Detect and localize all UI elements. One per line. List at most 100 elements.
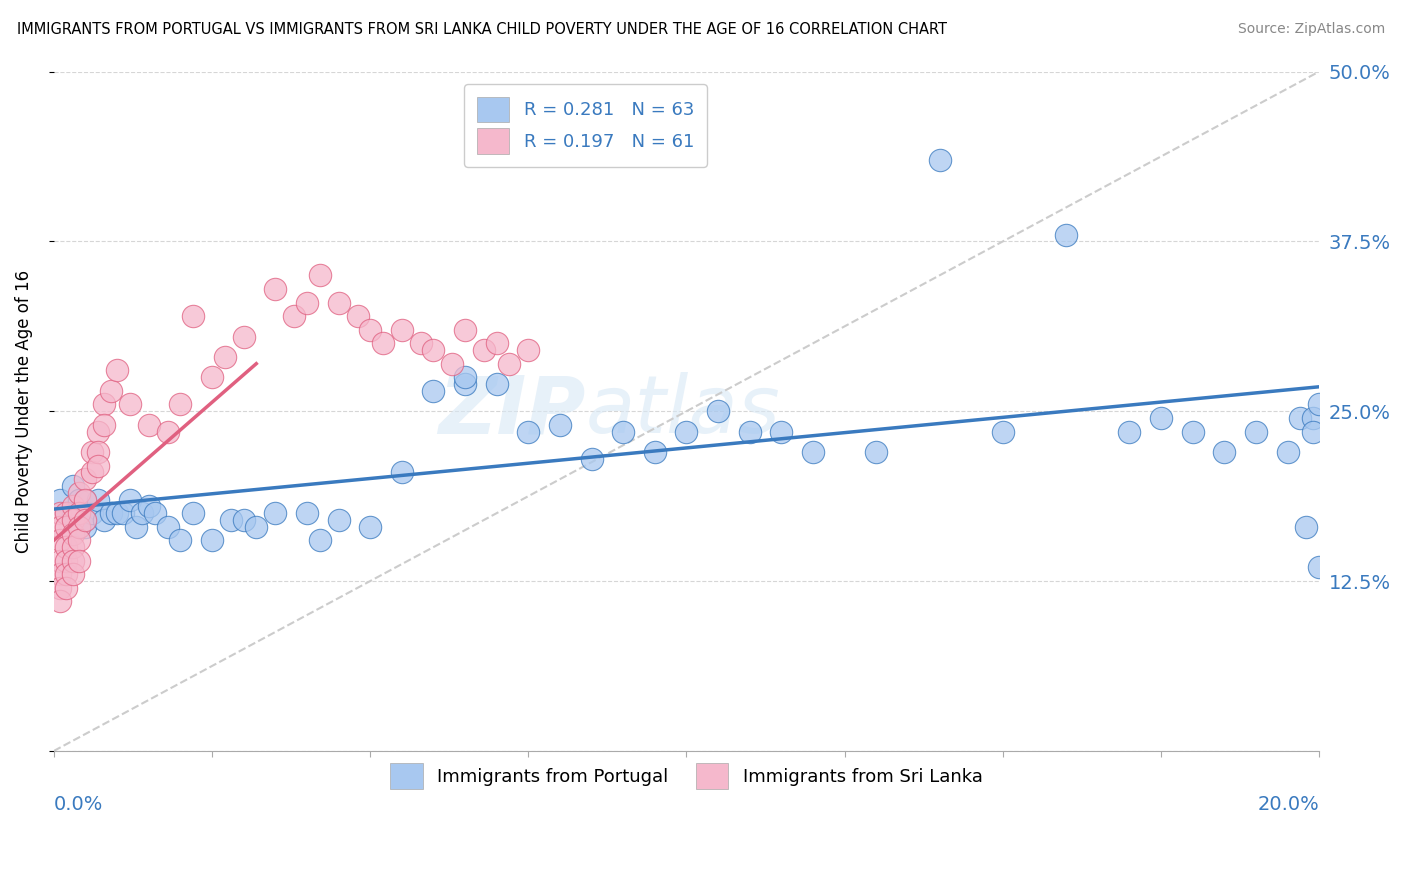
Point: [485, 377, 508, 392]
Point: [245, 520, 267, 534]
Point: [93, 417, 115, 432]
Point: [359, 520, 381, 534]
Point: [1150, 411, 1173, 425]
Point: [49, 520, 72, 534]
Text: Source: ZipAtlas.com: Source: ZipAtlas.com: [1237, 22, 1385, 37]
Point: [100, 384, 122, 398]
Point: [371, 336, 394, 351]
Point: [75, 520, 97, 534]
Point: [219, 513, 242, 527]
Point: [232, 513, 254, 527]
Point: [1181, 425, 1204, 439]
Point: [49, 594, 72, 608]
Text: 20.0%: 20.0%: [1257, 795, 1319, 814]
Point: [62, 567, 84, 582]
Point: [93, 397, 115, 411]
Point: [391, 466, 413, 480]
Point: [1302, 425, 1324, 439]
Point: [143, 506, 166, 520]
Point: [67, 506, 90, 520]
Point: [328, 513, 350, 527]
Point: [49, 506, 72, 520]
Point: [328, 295, 350, 310]
Point: [517, 425, 540, 439]
Point: [55, 506, 77, 520]
Point: [67, 492, 90, 507]
Point: [75, 472, 97, 486]
Point: [156, 425, 179, 439]
Point: [308, 533, 330, 548]
Point: [49, 533, 72, 548]
Point: [169, 533, 191, 548]
Point: [1244, 425, 1267, 439]
Point: [454, 370, 477, 384]
Point: [87, 492, 110, 507]
Point: [55, 520, 77, 534]
Point: [75, 513, 97, 527]
Point: [55, 506, 77, 520]
Point: [49, 492, 72, 507]
Point: [80, 506, 103, 520]
Point: [156, 520, 179, 534]
Point: [264, 282, 287, 296]
Point: [87, 458, 110, 473]
Point: [422, 343, 444, 357]
Point: [283, 309, 305, 323]
Point: [738, 425, 761, 439]
Point: [232, 329, 254, 343]
Text: IMMIGRANTS FROM PORTUGAL VS IMMIGRANTS FROM SRI LANKA CHILD POVERTY UNDER THE AG: IMMIGRANTS FROM PORTUGAL VS IMMIGRANTS F…: [17, 22, 946, 37]
Point: [49, 567, 72, 582]
Point: [295, 295, 318, 310]
Point: [391, 323, 413, 337]
Point: [1277, 445, 1299, 459]
Text: atlas: atlas: [585, 372, 780, 450]
Point: [62, 506, 84, 520]
Point: [55, 540, 77, 554]
Point: [472, 343, 495, 357]
Point: [169, 397, 191, 411]
Point: [67, 533, 90, 548]
Point: [359, 323, 381, 337]
Point: [181, 506, 204, 520]
Point: [409, 336, 432, 351]
Point: [62, 526, 84, 541]
Point: [62, 479, 84, 493]
Point: [67, 520, 90, 534]
Point: [138, 417, 160, 432]
Point: [991, 425, 1014, 439]
Point: [485, 336, 508, 351]
Legend: Immigrants from Portugal, Immigrants from Sri Lanka: Immigrants from Portugal, Immigrants fro…: [380, 753, 994, 799]
Point: [1118, 425, 1140, 439]
Point: [67, 554, 90, 568]
Point: [80, 466, 103, 480]
Point: [67, 485, 90, 500]
Point: [118, 397, 141, 411]
Point: [55, 567, 77, 582]
Point: [62, 540, 84, 554]
Text: ZIP: ZIP: [437, 372, 585, 450]
Point: [295, 506, 318, 520]
Point: [75, 492, 97, 507]
Point: [214, 350, 236, 364]
Point: [138, 500, 160, 514]
Point: [801, 445, 824, 459]
Point: [865, 445, 887, 459]
Point: [498, 357, 520, 371]
Point: [1289, 411, 1312, 425]
Point: [1302, 411, 1324, 425]
Point: [441, 357, 464, 371]
Point: [100, 506, 122, 520]
Point: [581, 451, 603, 466]
Point: [87, 445, 110, 459]
Point: [55, 554, 77, 568]
Point: [548, 417, 571, 432]
Point: [49, 581, 72, 595]
Point: [770, 425, 793, 439]
Point: [454, 323, 477, 337]
Point: [105, 363, 128, 377]
Point: [62, 513, 84, 527]
Point: [1213, 445, 1236, 459]
Point: [55, 581, 77, 595]
Point: [75, 513, 97, 527]
Y-axis label: Child Poverty Under the Age of 16: Child Poverty Under the Age of 16: [15, 269, 32, 553]
